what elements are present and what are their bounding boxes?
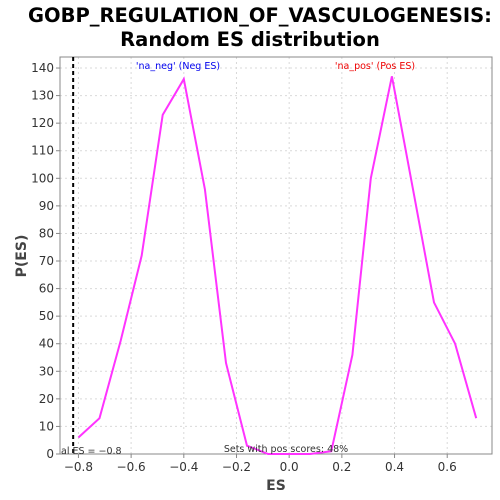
pos-scores-label: Sets with pos scores: 48% — [224, 444, 348, 455]
x-tick-label: −0.4 — [169, 460, 198, 474]
grid-lines — [60, 57, 492, 455]
x-axis-title: ES — [266, 478, 286, 494]
x-tick-label: −0.2 — [222, 460, 251, 474]
y-tick-label: 90 — [39, 199, 54, 213]
x-tick-label: 0.4 — [385, 460, 404, 474]
y-tick-label: 50 — [39, 309, 54, 323]
y-axis-title: P(ES) — [14, 235, 30, 278]
y-tick-label: 100 — [31, 171, 54, 185]
x-tick-label: 0.6 — [438, 460, 457, 474]
y-tick-label: 70 — [39, 254, 54, 268]
x-tick-label: −0.6 — [117, 460, 146, 474]
y-tick-label: 0 — [46, 447, 54, 461]
y-tick-label: 120 — [31, 116, 54, 130]
actual-es-label: al ES = −0.8 — [61, 446, 122, 457]
x-tick-label: 0.0 — [280, 460, 299, 474]
y-tick-label: 40 — [39, 337, 54, 351]
y-axis-ticks: 0 10 20 30 40 50 60 70 80 90 100 110 120 130 140 — [31, 61, 60, 461]
y-tick-label: 110 — [31, 144, 54, 158]
chart-title: GOBP_REGULATION_OF_VASCULOGENESIS: — [28, 4, 492, 27]
y-tick-label: 20 — [39, 392, 54, 406]
y-tick-label: 10 — [39, 419, 54, 433]
x-tick-label: −0.8 — [64, 460, 93, 474]
x-tick-label: 0.2 — [332, 460, 351, 474]
plot-area — [59, 56, 493, 455]
y-tick-label: 30 — [39, 364, 54, 378]
neg-es-label: 'na_neg' (Neg ES) — [136, 61, 220, 72]
y-tick-label: 130 — [31, 89, 54, 103]
series-line — [77, 76, 478, 455]
x-axis-ticks: −0.8 −0.6 −0.4 −0.2 0.0 0.2 0.4 0.6 — [64, 454, 457, 474]
y-tick-label: 80 — [39, 226, 54, 240]
pos-es-label: 'na_pos' (Pos ES) — [335, 61, 415, 72]
y-tick-label: 140 — [31, 61, 54, 75]
chart-subtitle: Random ES distribution — [120, 28, 380, 51]
y-tick-label: 60 — [39, 282, 54, 296]
